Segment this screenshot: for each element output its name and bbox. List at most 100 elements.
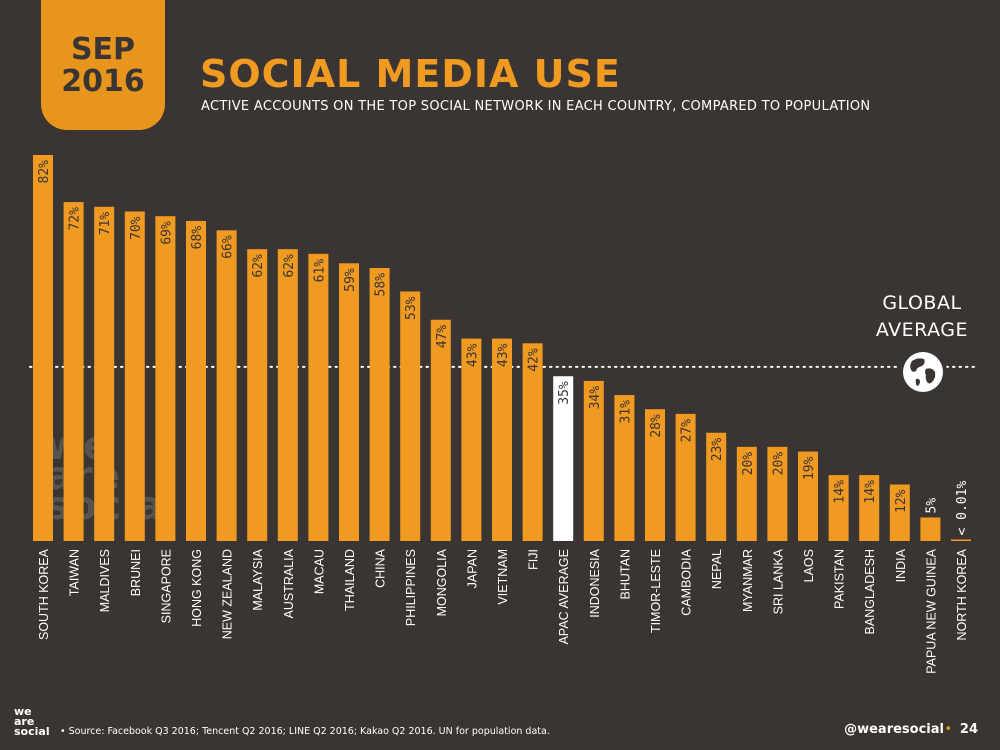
bar-hong-kong [186, 220, 206, 541]
category-label: INDIA [894, 548, 908, 582]
category-label: NEW ZEALAND [221, 549, 235, 639]
bar-myanmar [736, 446, 757, 541]
value-label: 28% [649, 414, 664, 438]
bar-maldives [94, 206, 115, 541]
category-label: MACAU [312, 549, 326, 594]
page-title: SOCIAL MEDIA USE [200, 52, 621, 96]
value-label: 62% [251, 254, 266, 278]
bar-indonesia [583, 380, 604, 541]
value-label: 27% [680, 419, 695, 443]
value-label: 35% [557, 381, 572, 405]
footer-separator: • [944, 722, 952, 737]
value-label: 14% [863, 480, 878, 504]
bar-bangladesh [859, 475, 880, 541]
category-label: THAILAND [343, 549, 357, 611]
value-label: 20% [741, 452, 756, 476]
footer-logo: we are social [14, 705, 50, 738]
globe-icon [899, 348, 947, 396]
value-label: < 0.01% [955, 481, 970, 536]
bar-fiji [522, 343, 543, 541]
category-label: SRI LANKA [771, 548, 785, 614]
page-subtitle: ACTIVE ACCOUNTS ON THE TOP SOCIAL NETWOR… [201, 99, 871, 114]
bar-philippines [400, 291, 421, 541]
value-label: 69% [159, 221, 174, 245]
value-label: 14% [833, 480, 848, 504]
bar-australia [277, 249, 298, 541]
category-label: SINGAPORE [159, 549, 173, 623]
value-label: 47% [435, 325, 450, 349]
value-label: 58% [374, 273, 389, 297]
date-badge: SEP 2016 [41, 0, 165, 130]
value-label: 42% [527, 348, 542, 372]
value-label: 61% [312, 259, 327, 283]
category-label: BHUTAN [618, 549, 632, 599]
page-number: 24 [959, 722, 978, 737]
category-label: PAKISTAN [833, 549, 847, 609]
twitter-handle[interactable]: @wearesocial [844, 722, 944, 737]
bar-south-korea [33, 155, 53, 541]
category-label: PAPUA NEW GUINEA [924, 548, 938, 673]
category-label: CAMBODIA [680, 548, 694, 615]
category-label: HONG KONG [190, 549, 204, 627]
value-label: 71% [98, 212, 113, 236]
value-label: 53% [404, 296, 419, 320]
category-label: JAPAN [465, 549, 479, 588]
category-label: CHINA [374, 548, 388, 588]
category-label: AUSTRALIA [282, 548, 296, 618]
value-label: 34% [588, 386, 603, 410]
category-label: NEPAL [710, 549, 724, 589]
bar-mongolia [430, 319, 451, 541]
category-label: BRUNEI [129, 549, 143, 596]
category-label: NORTH KOREA [955, 548, 969, 640]
bar-brunei [124, 211, 145, 542]
category-label: INDONESIA [588, 548, 602, 617]
value-label: 68% [190, 226, 205, 250]
value-label: 66% [221, 235, 236, 259]
category-label: PHILIPPINES [404, 549, 418, 626]
value-label: 31% [618, 400, 633, 424]
bar-pakistan [828, 475, 849, 541]
global-average-label: GLOBAL AVERAGE [875, 292, 968, 341]
category-label: MALDIVES [98, 549, 112, 612]
bar-india [889, 484, 910, 541]
value-label: 5% [924, 498, 939, 514]
value-label: 23% [710, 438, 725, 462]
category-label: SOUTH KOREA [37, 548, 51, 640]
source-note: • Source: Facebook Q3 2016; Tencent Q2 2… [60, 726, 550, 737]
value-label: 62% [282, 254, 297, 278]
bar-sri-lanka [767, 446, 788, 541]
value-label: 20% [771, 452, 786, 476]
bar-vietnam [492, 338, 512, 541]
value-label: 59% [343, 268, 358, 292]
category-label: TIMOR-LESTE [649, 549, 663, 633]
category-label: MONGOLIA [435, 548, 449, 616]
value-label: 43% [496, 343, 511, 367]
bar-new-zealand [216, 230, 237, 541]
value-label: 72% [68, 207, 83, 231]
bar-china [369, 267, 390, 541]
category-label: MYANMAR [741, 549, 755, 612]
bar-malaysia [247, 249, 268, 541]
value-label: 70% [129, 216, 144, 240]
bar-thailand [339, 263, 359, 541]
category-label: FIJI [527, 549, 541, 570]
bar-laos [798, 451, 818, 541]
bar-papua-new-guinea [920, 517, 941, 541]
bar-taiwan [63, 202, 84, 541]
category-label: TAIWAN [68, 549, 82, 596]
value-label: 82% [37, 160, 52, 184]
value-label: 19% [802, 456, 817, 480]
bar-cambodia [675, 413, 696, 541]
category-label: VIETNAM [496, 549, 510, 605]
category-label: BANGLADESH [863, 549, 877, 634]
badge-year: 2016 [61, 64, 145, 99]
category-label: MALAYSIA [251, 548, 265, 610]
bar-macau [308, 253, 329, 542]
value-label: 12% [894, 489, 909, 513]
bar-north-korea [951, 539, 971, 541]
bar-japan [461, 338, 482, 541]
value-label: 43% [465, 343, 480, 367]
category-label: LAOS [802, 549, 816, 582]
bar-nepal [706, 432, 727, 541]
